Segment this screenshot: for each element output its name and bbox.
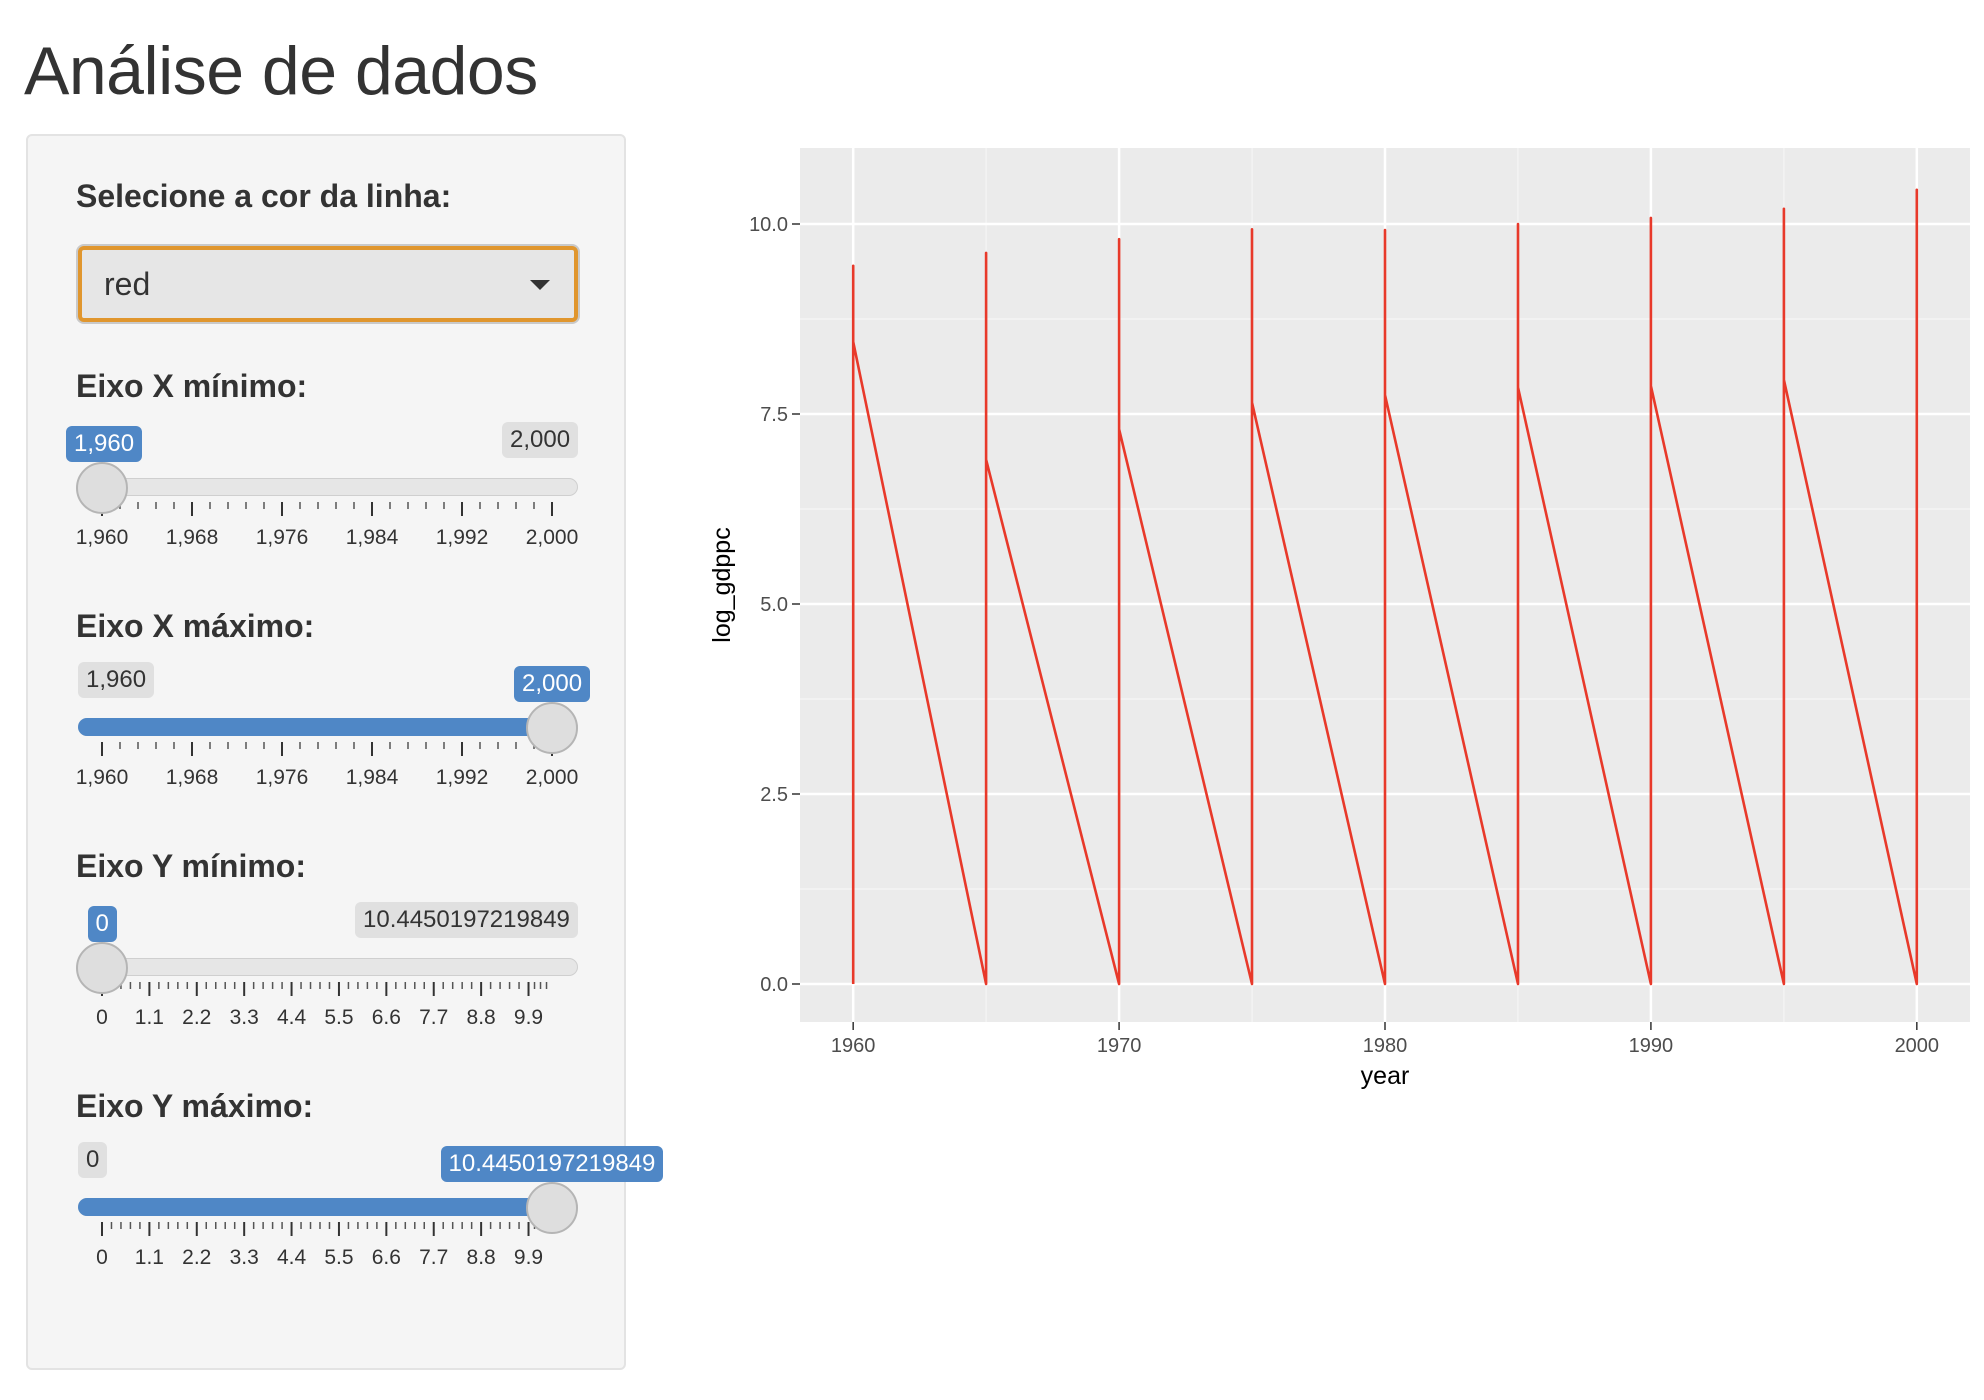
slider-tick-label: 1,960 bbox=[76, 526, 129, 549]
slider-tick-label: 8.8 bbox=[467, 1006, 496, 1029]
slider-ticks: 1,960 1,968 1,976 1,984 1,992 2,000 bbox=[76, 742, 579, 789]
x-tick-label: 2000 bbox=[1895, 1035, 1940, 1057]
slider-y-min-label: Eixo Y mínimo: bbox=[76, 848, 306, 884]
chevron-down-icon bbox=[530, 280, 550, 290]
slider-tick-label: 7.7 bbox=[419, 1006, 448, 1029]
slider-max-label: 2,000 bbox=[502, 422, 579, 458]
slider-tick-label: 0 bbox=[96, 1006, 108, 1029]
slider-tick-label: 9.9 bbox=[514, 1006, 543, 1029]
y-tick-label: 0.0 bbox=[760, 974, 788, 996]
y-tick-label: 7.5 bbox=[760, 404, 788, 426]
page-title: Análise de dados bbox=[24, 33, 538, 109]
slider-tick-label: 1.1 bbox=[135, 1006, 164, 1029]
slider-tick-label: 6.6 bbox=[372, 1006, 401, 1029]
slider-tick-label: 1,976 bbox=[256, 766, 309, 789]
slider-tick-label: 4.4 bbox=[277, 1006, 307, 1029]
slider-tick-label: 4.4 bbox=[277, 1246, 307, 1269]
slider-handle[interactable] bbox=[526, 702, 578, 754]
slider-x-max-label: Eixo X máximo: bbox=[76, 608, 315, 644]
slider-handle[interactable] bbox=[526, 1182, 578, 1234]
color-select-value: red bbox=[104, 266, 151, 302]
y-tick-label: 2.5 bbox=[760, 784, 788, 806]
slider-tick-label: 1,968 bbox=[166, 766, 219, 789]
slider-tick-label: 2,000 bbox=[526, 766, 579, 789]
y-axis-title: log_gdppc bbox=[708, 527, 736, 642]
x-tick-label: 1980 bbox=[1363, 1035, 1408, 1057]
slider-tick-label: 1,960 bbox=[76, 766, 129, 789]
slider-tick-label: 2.2 bbox=[182, 1006, 211, 1029]
x-tick-label: 1990 bbox=[1629, 1035, 1674, 1057]
slider-tick-label: 1,976 bbox=[256, 526, 309, 549]
y-tick-label: 10.0 bbox=[749, 214, 788, 236]
slider-tick-label: 2,000 bbox=[526, 526, 579, 549]
slider-fill bbox=[78, 1198, 552, 1216]
slider-value-label: 0 bbox=[87, 906, 117, 942]
slider-tick-label: 5.5 bbox=[324, 1246, 353, 1269]
x-tick-label: 1970 bbox=[1097, 1035, 1142, 1057]
slider-tick-label: 6.6 bbox=[372, 1246, 401, 1269]
slider-tick-label: 1,968 bbox=[166, 526, 219, 549]
slider-tick-label: 3.3 bbox=[230, 1006, 259, 1029]
slider-x-min[interactable]: 1,960 1,968 1,976 1,984 1,992 2,000 1,960 2,000 bbox=[66, 422, 580, 562]
slider-y-min[interactable]: 0 1.1 2.2 3.3 4.4 5.5 6.6 7.7 8.8 9.9 0 10.44501972… bbox=[76, 902, 580, 1042]
slider-handle[interactable] bbox=[76, 462, 128, 514]
slider-tick-label: 1.1 bbox=[135, 1246, 164, 1269]
slider-tick-label: 1,992 bbox=[436, 766, 489, 789]
color-select-label: Selecione a cor da linha: bbox=[76, 178, 452, 214]
slider-value-label: 10.4450197219849 bbox=[440, 1146, 664, 1182]
slider-value-label: 1,960 bbox=[66, 426, 143, 462]
y-tick-label: 5.0 bbox=[760, 594, 788, 616]
color-select[interactable]: red bbox=[78, 246, 578, 322]
slider-tick-label: 5.5 bbox=[324, 1006, 353, 1029]
slider-tick-label: 1,984 bbox=[346, 526, 399, 549]
slider-fill bbox=[78, 718, 552, 736]
sidebar-panel: Selecione a cor da linha: red Eixo X mín… bbox=[26, 134, 664, 1370]
slider-tick-label: 1,984 bbox=[346, 766, 399, 789]
slider-tick-label: 9.9 bbox=[514, 1246, 543, 1269]
slider-tick-label: 1,992 bbox=[436, 526, 489, 549]
slider-max-label: 10.4450197219849 bbox=[355, 902, 578, 938]
slider-y-max[interactable]: 0 1.1 2.2 3.3 4.4 5.5 6.6 7.7 8.8 9.9 0 10.44501972… bbox=[76, 1142, 664, 1282]
slider-y-max-label: Eixo Y máximo: bbox=[76, 1088, 314, 1124]
slider-x-min-label: Eixo X mínimo: bbox=[76, 368, 308, 404]
slider-tick-label: 8.8 bbox=[467, 1246, 496, 1269]
slider-min-label: 1,960 bbox=[78, 662, 155, 698]
slider-tick-label: 2.2 bbox=[182, 1246, 211, 1269]
slider-tick-label: 7.7 bbox=[419, 1246, 448, 1269]
slider-ticks: 1,960 1,968 1,976 1,984 1,992 2,000 bbox=[76, 502, 579, 549]
slider-ticks: 0 1.1 2.2 3.3 4.4 5.5 6.6 7.7 8.8 9.9 bbox=[96, 1222, 548, 1269]
slider-tick-label: 0 bbox=[96, 1246, 108, 1269]
slider-handle[interactable] bbox=[76, 942, 128, 994]
slider-x-max[interactable]: 1,960 1,968 1,976 1,984 1,992 2,000 1,960 2,000 bbox=[76, 662, 591, 802]
slider-ticks: 0 1.1 2.2 3.3 4.4 5.5 6.6 7.7 8.8 9.9 bbox=[96, 982, 548, 1029]
x-axis-title: year bbox=[1361, 1062, 1410, 1090]
slider-min-label: 0 bbox=[78, 1142, 108, 1178]
x-tick-label: 1960 bbox=[831, 1035, 876, 1057]
slider-tick-label: 3.3 bbox=[230, 1246, 259, 1269]
slider-value-label: 2,000 bbox=[514, 666, 591, 702]
series-line bbox=[851, 188, 1919, 986]
